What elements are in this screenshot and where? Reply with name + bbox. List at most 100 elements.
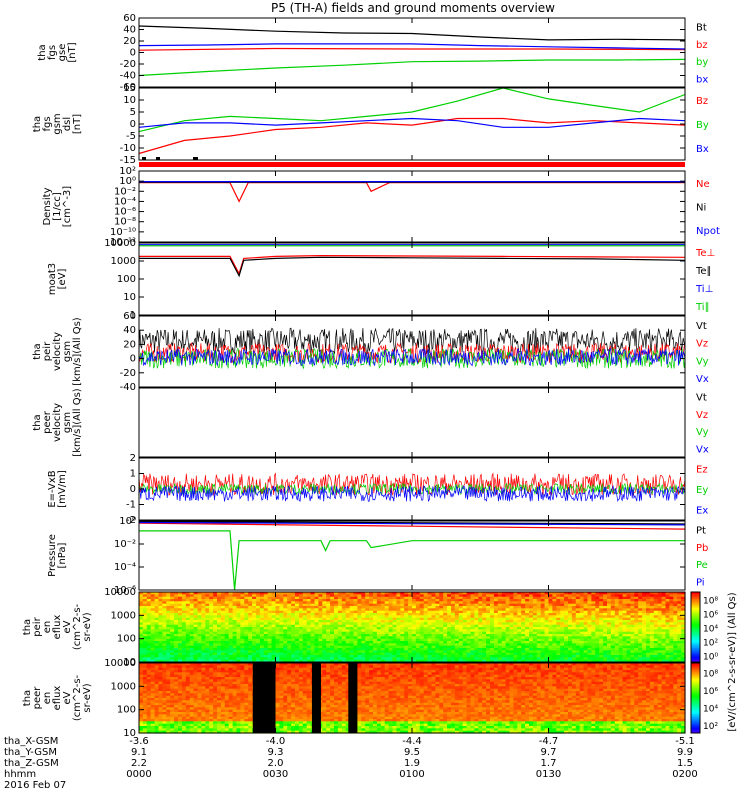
spec-cell (158, 714, 163, 718)
spec-cell (669, 599, 674, 602)
spec-cell (571, 603, 577, 607)
spec-cell (509, 657, 514, 661)
spec-cell (443, 648, 448, 651)
spec-cell (622, 634, 628, 637)
spec-cell (388, 631, 394, 635)
spec-cell (454, 631, 460, 635)
spec-cell (529, 652, 534, 656)
spec-cell (181, 684, 187, 687)
spec-cell (412, 594, 417, 598)
spec-cell (431, 596, 436, 600)
spec-cell (252, 601, 257, 605)
spec-cell (150, 719, 156, 722)
spec-cell (646, 599, 651, 602)
spec-cell (178, 665, 183, 669)
spec-cell (287, 629, 292, 633)
y-tick-label: 10⁻⁶ (114, 207, 136, 218)
spec-cell (166, 599, 171, 602)
spec-cell (373, 594, 378, 598)
spec-cell (513, 592, 518, 595)
spec-cell (653, 624, 659, 628)
spec-cell (205, 601, 210, 605)
spec-cell (548, 594, 553, 598)
spec-cell (614, 613, 620, 616)
spec-cell (174, 650, 179, 654)
spec-cell (201, 650, 206, 654)
spec-cell (423, 592, 429, 595)
spec-cell (380, 606, 386, 609)
spec-cell (681, 643, 686, 647)
spec-cell (162, 592, 167, 595)
spec-cell (618, 643, 624, 647)
spec-cell (458, 592, 464, 595)
spec-cell (158, 659, 163, 663)
spec-cell (150, 634, 156, 637)
spec-cell (232, 655, 238, 658)
spec-cell (220, 617, 226, 621)
spec-cell (154, 719, 160, 722)
spec-cell (579, 606, 585, 609)
spec-cell (146, 652, 152, 656)
spec-cell (583, 596, 589, 600)
spec-cell (287, 599, 292, 602)
spec-cell (661, 641, 667, 644)
spec-cell (482, 655, 487, 658)
spec-cell (443, 615, 448, 619)
spec-cell (178, 655, 183, 658)
spec-cell (162, 679, 167, 683)
spec-cell (178, 608, 183, 612)
spec-cell (466, 652, 472, 656)
spec-cell (525, 624, 530, 628)
spec-cell (150, 650, 156, 654)
spec-cell (591, 606, 596, 609)
spec-cell (415, 622, 421, 626)
spec-cell (638, 620, 643, 623)
spec-cell (279, 627, 284, 630)
spec-cell (357, 610, 362, 614)
spec-cell (213, 603, 218, 607)
spec-cell (501, 636, 507, 640)
spec-cell (205, 617, 210, 621)
spec-cell (353, 643, 358, 647)
spec-cell (661, 592, 667, 595)
spec-cell (181, 691, 187, 694)
spec-cell (560, 657, 565, 661)
spec-cell (657, 608, 663, 612)
spec-cell (657, 648, 663, 651)
spec-cell (201, 615, 206, 619)
spec-cell (525, 594, 530, 598)
spec-cell (435, 596, 440, 600)
spec-cell (591, 620, 596, 623)
spec-cell (571, 596, 577, 600)
spec-cell (653, 615, 659, 619)
spec-cell (638, 599, 643, 602)
spec-cell (447, 657, 452, 661)
spec-cell (361, 655, 366, 658)
spec-cell (634, 596, 639, 600)
spec-cell (376, 617, 382, 621)
spec-cell (544, 615, 550, 619)
spec-cell (170, 613, 175, 616)
spec-cell (540, 608, 546, 612)
spec-cell (181, 603, 187, 607)
spec-cell (544, 617, 550, 621)
spec-cell (139, 728, 144, 732)
spec-cell (435, 655, 440, 658)
spec-cell (365, 657, 370, 661)
spec-cell (330, 596, 335, 600)
spec-cell (142, 728, 148, 732)
spec-cell (174, 627, 179, 630)
spec-cell (197, 634, 202, 637)
spec-cell (595, 636, 600, 640)
spec-cell (314, 657, 319, 661)
spec-cell (513, 636, 518, 640)
spec-cell (291, 624, 296, 628)
spec-cell (244, 659, 249, 663)
spec-cell (681, 615, 686, 619)
spec-cell (158, 592, 163, 595)
spec-cell (139, 659, 144, 663)
spec-cell (185, 719, 191, 722)
spec-cell (653, 631, 659, 635)
